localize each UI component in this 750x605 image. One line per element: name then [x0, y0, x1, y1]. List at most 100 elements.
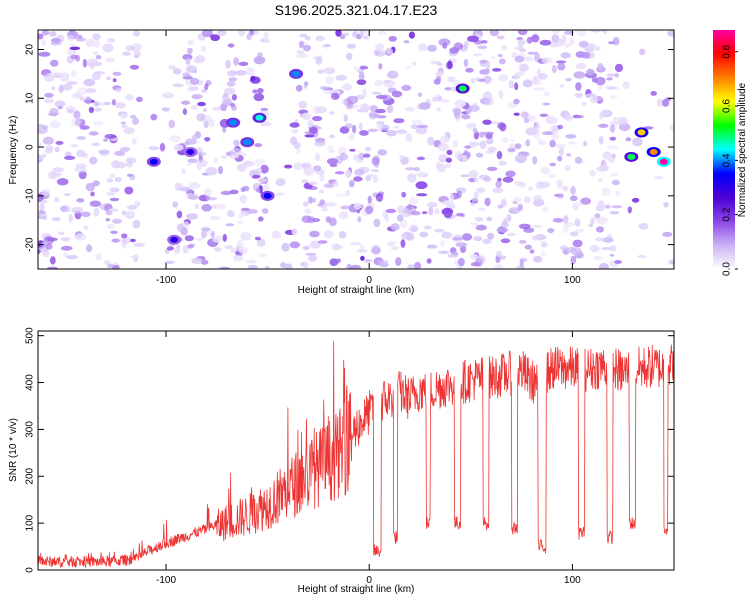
- spectrogram-cell: [218, 166, 223, 175]
- spectrogram-cell: [443, 211, 453, 219]
- spectrogram-cell: [60, 245, 73, 251]
- spectrogram-cell: [289, 241, 301, 249]
- spectrogram-cell: [505, 170, 516, 178]
- spectrogram-cell: [486, 166, 498, 171]
- spectrogram-cell: [461, 233, 473, 241]
- snr-ticks: -100 0 100 0 100 200 300 400 500: [25, 327, 674, 586]
- spectrogram-cell: [574, 115, 584, 119]
- spectrogram-cell: [254, 143, 263, 148]
- spectrogram-cell: [409, 197, 419, 206]
- spectrogram-cell: [296, 49, 305, 55]
- spectrogram-cell: [125, 94, 134, 101]
- spectrogram-cell: [302, 245, 310, 250]
- spectrogram-cell: [255, 187, 261, 193]
- spectrogram-cell: [549, 162, 556, 167]
- spectrogram-marks: [38, 30, 674, 269]
- spectrogram-cell: [439, 135, 450, 144]
- spectrogram-cell: [229, 102, 236, 107]
- spectrogram-cell: [231, 94, 237, 101]
- spectrogram-cell: [54, 100, 66, 108]
- spectrogram-cell: [410, 211, 421, 216]
- spectrogram-cell: [551, 30, 560, 34]
- spectrogram-cell: [391, 90, 403, 98]
- spectrogram-cell: [438, 38, 451, 46]
- spectrogram-cell: [330, 92, 340, 100]
- spectrogram-cell: [227, 210, 235, 218]
- spectrogram-cell: [107, 38, 116, 43]
- spectrogram-cell: [129, 64, 140, 70]
- spectrogram-cell: [76, 149, 86, 158]
- spectrogram-cell: [609, 253, 615, 257]
- spectrogram-cell: [531, 34, 540, 43]
- spectrogram-cell: [315, 35, 325, 42]
- colorbar-tick-label: 0.6: [722, 99, 733, 113]
- spectrogram-cell: [608, 41, 615, 45]
- spectrogram-cell: [284, 263, 293, 269]
- spectrogram-cell: [303, 167, 315, 176]
- spectrogram-ylabel: Frequency (Hz): [8, 116, 19, 185]
- spectrogram-cell: [456, 190, 463, 199]
- spectrogram-cell: [44, 92, 54, 98]
- spectrogram-cell: [486, 137, 494, 145]
- spectrogram-cell: [564, 30, 575, 35]
- spectrogram-cell: [110, 230, 118, 234]
- spectrogram-cell: [444, 163, 452, 168]
- spectrogram-cell: [562, 185, 568, 191]
- spectrogram-cell: [541, 206, 549, 213]
- spectrogram-cell: [215, 203, 227, 210]
- spectrogram-cell: [220, 155, 227, 159]
- spectrogram-cell: [246, 209, 259, 214]
- spectrogram-cell: [195, 152, 207, 156]
- spectrogram-cell: [39, 210, 47, 214]
- spectrogram-cell: [357, 95, 363, 99]
- spectrogram-cell: [622, 81, 630, 89]
- spectrogram-cell: [41, 188, 51, 197]
- spectrogram-cell: [50, 42, 62, 46]
- spectrogram-cell: [38, 155, 46, 160]
- spectrogram-cell: [238, 30, 246, 37]
- spectrogram-cell: [235, 69, 247, 76]
- spectrogram-cell: [220, 190, 233, 196]
- spectrogram-cell: [125, 45, 135, 51]
- spectrogram-cell: [498, 58, 506, 65]
- spectrogram-cell: [313, 165, 322, 172]
- spectrogram-cell: [407, 264, 416, 269]
- spectrogram-cell: [182, 108, 187, 115]
- spectrogram-cell: [369, 113, 380, 118]
- spectrogram-cell: [436, 107, 442, 112]
- spectrogram-cell: [514, 181, 523, 186]
- spectrogram-cell: [533, 87, 546, 91]
- spectrogram-cell: [93, 207, 100, 217]
- colorbar-scale: [713, 30, 735, 269]
- spectrogram-cell: [476, 187, 486, 194]
- spectrogram-cell: [56, 178, 69, 186]
- spectrogram-cell: [103, 138, 108, 143]
- spectrogram-cell: [375, 108, 386, 114]
- spectrogram-cell: [201, 45, 206, 53]
- spectrogram-cell: [120, 124, 128, 128]
- spectrogram-cell: [83, 78, 96, 87]
- spectrogram-cell: [399, 219, 408, 229]
- spectrogram-cell: [349, 241, 362, 246]
- spectrogram-cell: [228, 77, 238, 82]
- spectrogram-cell: [224, 244, 233, 250]
- spectrogram-cell: [63, 155, 76, 160]
- spectrogram-cell: [324, 202, 337, 207]
- spectrogram-cell: [609, 211, 620, 215]
- spectrogram-cell: [161, 107, 170, 112]
- spectrogram-cell: [386, 105, 394, 114]
- spectrogram-cell: [182, 54, 193, 61]
- spectrogram-hotspot: [243, 139, 252, 146]
- spectrogram-cell: [84, 88, 97, 94]
- spectrogram-cell: [349, 264, 361, 269]
- spectrogram-cell: [238, 61, 249, 66]
- spectrogram-cell: [224, 87, 236, 95]
- spectrogram-cell: [295, 84, 303, 92]
- spectrogram-cell: [319, 173, 325, 182]
- spectrogram-cell: [560, 52, 571, 59]
- spectrogram-cell: [196, 237, 204, 242]
- spectrogram-cell: [164, 260, 175, 264]
- spectrogram-cell: [75, 54, 81, 62]
- spectrogram-cell: [66, 109, 74, 114]
- spectrogram-xlabel: Height of straight line (km): [298, 285, 415, 296]
